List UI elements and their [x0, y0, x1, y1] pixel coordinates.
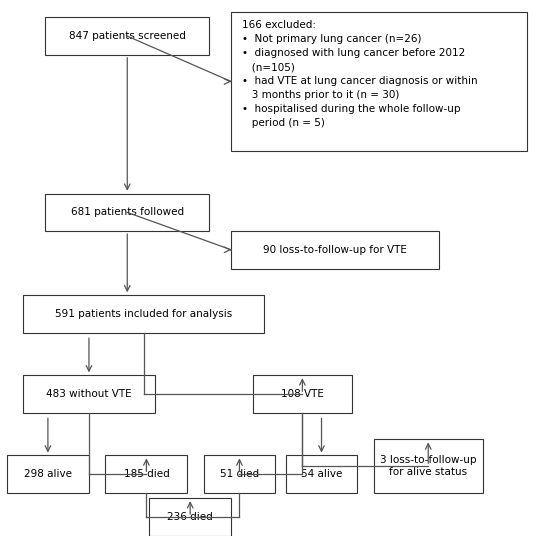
Text: 185 died: 185 died	[124, 469, 169, 479]
FancyBboxPatch shape	[253, 375, 351, 413]
Text: 591 patients included for analysis: 591 patients included for analysis	[55, 309, 232, 319]
Text: 298 alive: 298 alive	[24, 469, 72, 479]
Text: 236 died: 236 died	[167, 512, 213, 522]
Text: 90 loss-to-follow-up for VTE: 90 loss-to-follow-up for VTE	[263, 245, 407, 255]
Text: 3 loss-to-follow-up
for alive status: 3 loss-to-follow-up for alive status	[380, 455, 476, 477]
FancyBboxPatch shape	[45, 17, 210, 55]
Text: 108 VTE: 108 VTE	[281, 389, 324, 399]
Text: 847 patients screened: 847 patients screened	[69, 31, 186, 41]
Text: 483 without VTE: 483 without VTE	[46, 389, 132, 399]
FancyBboxPatch shape	[286, 455, 357, 493]
FancyBboxPatch shape	[149, 498, 231, 535]
Text: 54 alive: 54 alive	[301, 469, 342, 479]
FancyBboxPatch shape	[231, 12, 527, 151]
FancyBboxPatch shape	[23, 375, 155, 413]
FancyBboxPatch shape	[7, 455, 89, 493]
FancyBboxPatch shape	[231, 231, 439, 268]
Text: 51 died: 51 died	[220, 469, 259, 479]
Text: 681 patients followed: 681 patients followed	[71, 207, 184, 217]
FancyBboxPatch shape	[45, 194, 210, 231]
FancyBboxPatch shape	[204, 455, 275, 493]
FancyBboxPatch shape	[106, 455, 188, 493]
Text: 166 excluded:
•  Not primary lung cancer (n=26)
•  diagnosed with lung cancer be: 166 excluded: • Not primary lung cancer …	[242, 20, 478, 128]
FancyBboxPatch shape	[373, 439, 483, 493]
FancyBboxPatch shape	[23, 295, 264, 332]
